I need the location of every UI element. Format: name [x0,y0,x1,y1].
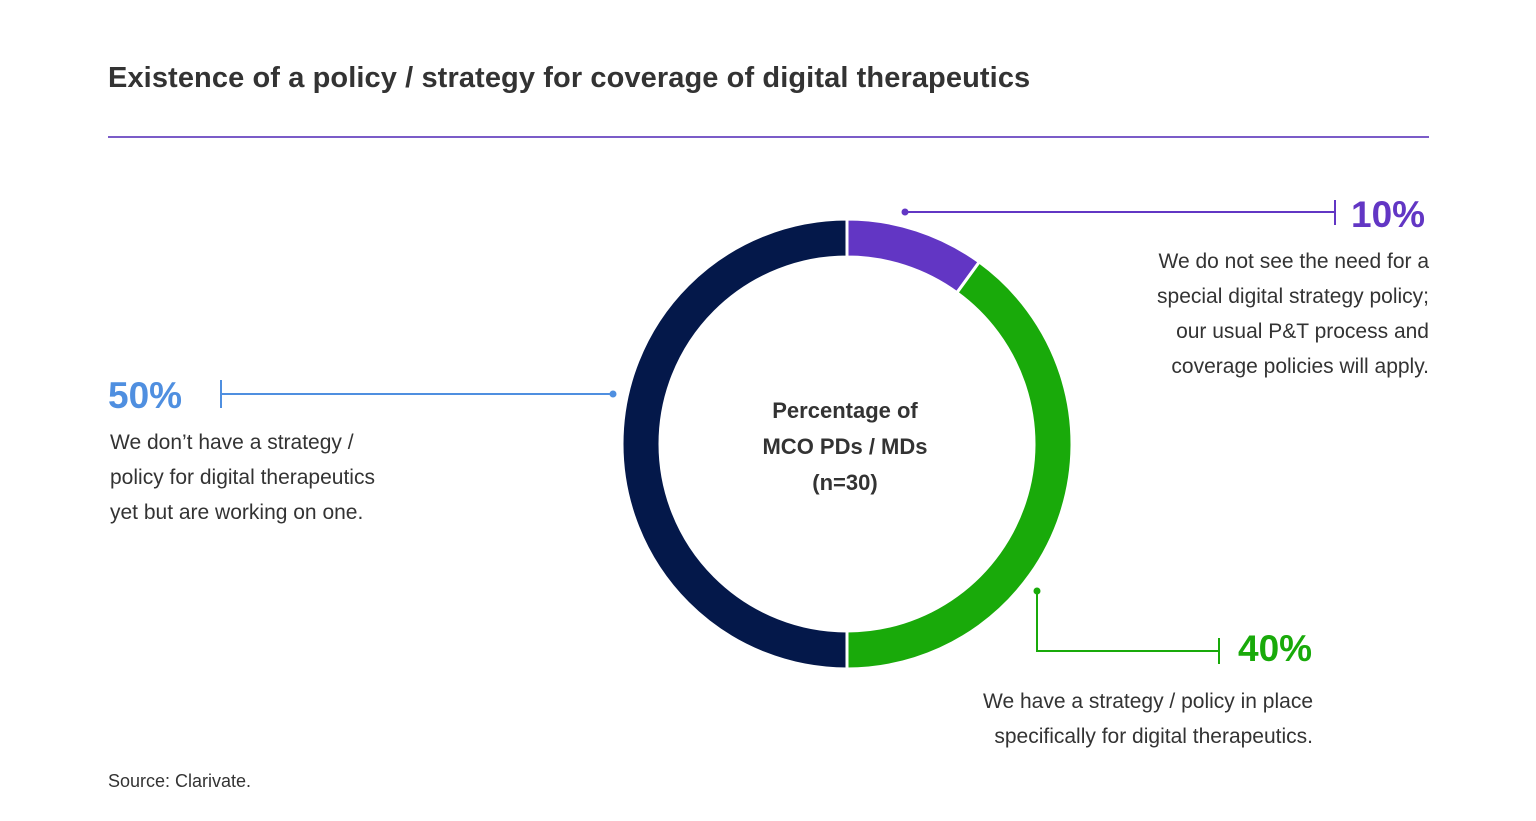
slice-40-description-line-2: specifically for digital therapeutics. [994,725,1313,748]
slice-50-description-line-3: yet but are working on one. [110,501,364,524]
slice-50-percent-label: 50% [108,375,183,416]
donut-center-label: Percentage of MCO PDs / MDs (n=30) [705,393,985,501]
slice-10-percent-label: 10% [1351,194,1426,235]
donut-slice-10 [845,217,982,295]
source-note: Source: Clarivate. [108,771,252,791]
slice-10-description-line-4: coverage policies will apply. [1171,355,1429,378]
chart-title: Existence of a policy / strategy for cov… [108,62,1031,94]
center-label-line-1: Percentage of [772,398,918,423]
slice-40-description: We have a strategy / policy in place spe… [983,684,1313,754]
slice-50-description-line-2: policy for digital therapeutics [110,466,375,489]
slice-10-description-line-1: We do not see the need for a [1158,250,1429,273]
slice-50-description: We don’t have a strategy / policy for di… [110,425,375,530]
slice-50-description-line-1: We don’t have a strategy / [110,431,354,454]
donut-slice-50 [620,217,849,671]
center-label-line-3: (n=30) [812,470,878,495]
slice-10-description-line-3: our usual P&T process and [1176,320,1429,343]
title-divider [108,136,1429,138]
slice-10-description: We do not see the need for a special dig… [1157,244,1429,384]
center-label-line-2: MCO PDs / MDs [762,434,928,459]
slice-40-percent-label: 40% [1238,628,1313,669]
slice-40-description-line-1: We have a strategy / policy in place [983,690,1313,713]
slice-10-description-line-2: special digital strategy policy; [1157,285,1429,308]
leader-line-40 [1036,591,1219,652]
